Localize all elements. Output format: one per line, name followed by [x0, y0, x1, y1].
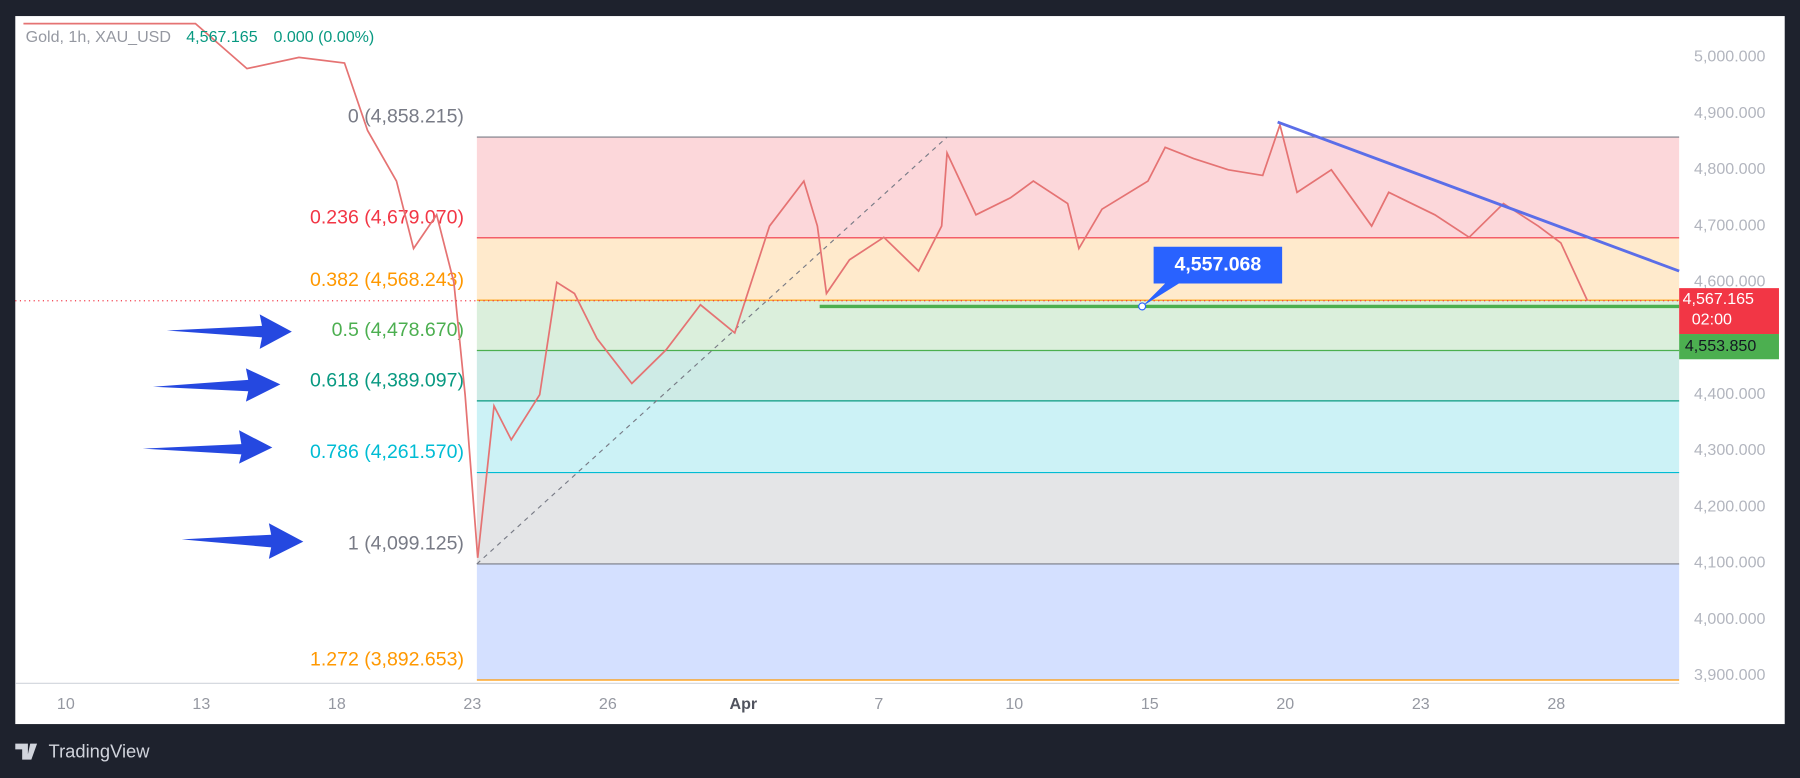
chart-background [15, 16, 1785, 725]
y-tick-label: 4,000.000 [1694, 610, 1765, 628]
arrow [181, 523, 304, 559]
y-tick-label: 4,700.000 [1694, 216, 1765, 234]
x-tick-label: 7 [874, 695, 883, 713]
last-price-label: 4,567.165 [1683, 290, 1754, 308]
arrow [152, 368, 281, 402]
note-anchor [1138, 302, 1147, 311]
fib-zone [476, 472, 1680, 564]
y-tick-label: 4,300.000 [1694, 441, 1765, 459]
y-tick-label: 4,900.000 [1694, 104, 1765, 122]
price-line [23, 22, 1589, 558]
x-tick-label: 10 [57, 695, 75, 713]
fib-label: 0 (4,858.215) [348, 106, 464, 128]
fib-label: 0.618 (4,389.097) [310, 370, 464, 392]
legend-change: 0.000 (0.00%) [273, 28, 374, 46]
x-tick-label: Apr [730, 695, 758, 713]
countdown-label: 02:00 [1692, 311, 1732, 329]
x-tick-label: 23 [463, 695, 481, 713]
fib-zone [476, 350, 1680, 401]
x-tick-label: 13 [192, 695, 210, 713]
x-tick-label: 15 [1141, 695, 1159, 713]
footer: TradingView [15, 741, 150, 762]
legend-symbol: Gold, 1h, XAU_USD [26, 28, 171, 46]
y-tick-label: 5,000.000 [1694, 48, 1765, 66]
fib-label: 0.786 (4,261.570) [310, 441, 464, 463]
y-tick-label: 3,900.000 [1694, 666, 1765, 684]
x-tick-label: 18 [328, 695, 346, 713]
last-price-badge [1679, 288, 1779, 335]
y-tick-label: 4,600.000 [1694, 273, 1765, 291]
fib-zone [476, 300, 1680, 351]
fib-zone [476, 137, 1680, 238]
fib-zone [476, 400, 1680, 473]
legend-price: 4,567.165 [186, 28, 257, 46]
y-tick-label: 4,400.000 [1694, 385, 1765, 403]
arrows [142, 314, 304, 559]
brand-name: TradingView [49, 741, 151, 762]
bid-badge [1679, 334, 1779, 360]
arrow [142, 430, 273, 464]
trendline [1277, 120, 1680, 273]
arrow [166, 314, 292, 349]
legend: Gold, 1h, XAU_USD 4,567.165 0.000 (0.00%… [26, 28, 375, 46]
fib-zone [476, 563, 1680, 681]
note-callout [1142, 246, 1283, 307]
fib-label: 1.272 (3,892.653) [310, 649, 464, 671]
y-tick-label: 4,800.000 [1694, 160, 1765, 178]
fib-label: 0.236 (4,679.070) [310, 206, 464, 228]
x-tick-label: 10 [1005, 695, 1023, 713]
x-tick-label: 26 [599, 695, 617, 713]
fib-label: 1 (4,099.125) [348, 533, 464, 555]
y-tick-label: 4,100.000 [1694, 554, 1765, 572]
x-tick-label: 28 [1547, 695, 1565, 713]
x-tick-label: 20 [1276, 695, 1294, 713]
x-tick-label: 23 [1412, 695, 1430, 713]
y-tick-label: 4,200.000 [1694, 497, 1765, 515]
bid-label: 4,553.850 [1685, 337, 1756, 355]
note-label: 4,557.068 [1174, 253, 1261, 275]
fib-label: 0.5 (4,478.670) [332, 319, 464, 341]
fib-label: 0.382 (4,568.243) [310, 269, 464, 291]
brand-logo [15, 743, 38, 760]
plot-area: 0 (4,858.215) 0.236 (4,679.070) 0.382 (4,5… [15, 22, 1680, 681]
